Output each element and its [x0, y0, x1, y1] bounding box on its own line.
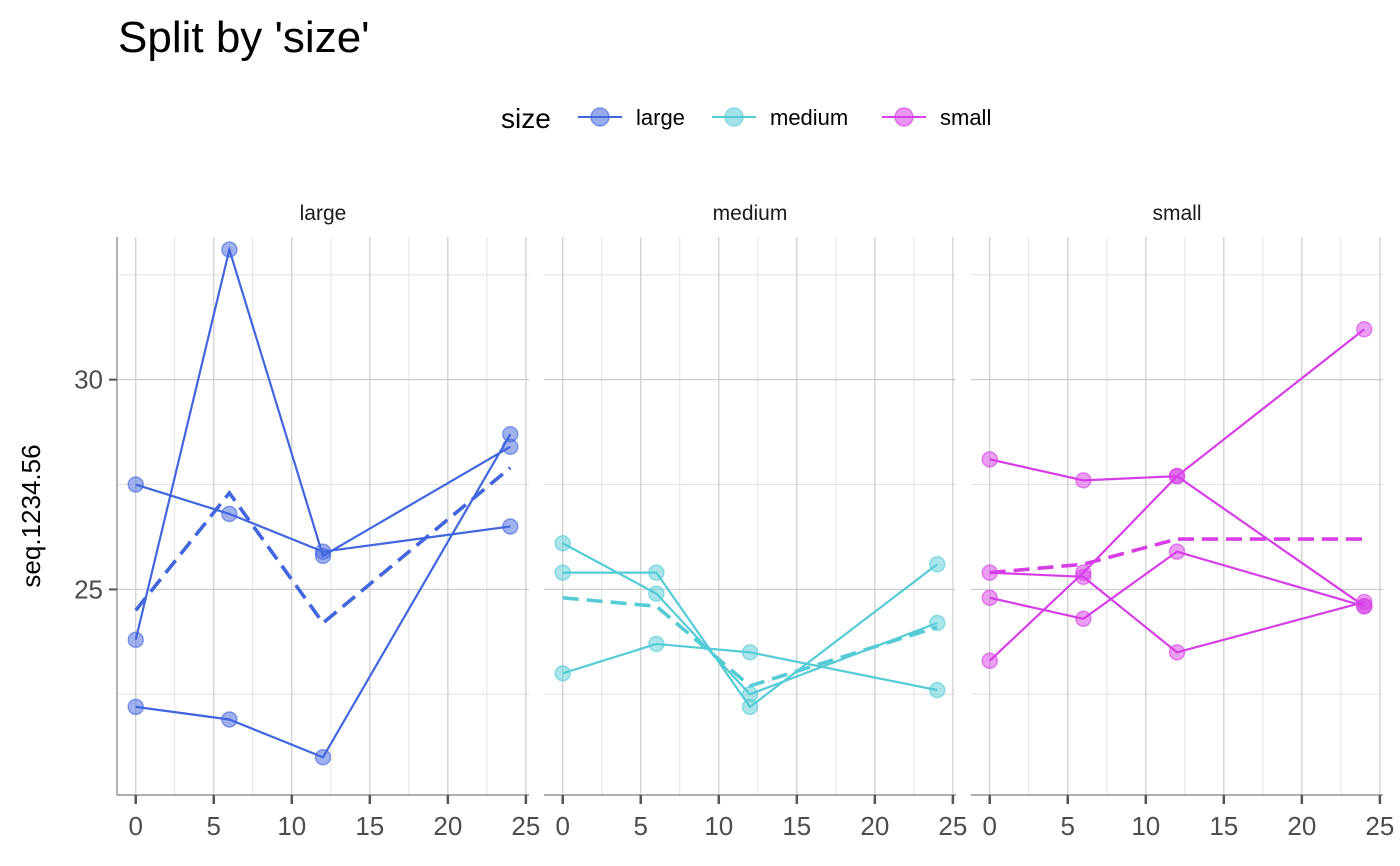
data-point-large-2 — [502, 518, 519, 535]
strip-label-medium: medium — [713, 202, 788, 225]
legend: large medium small — [578, 105, 991, 130]
data-point-large-2 — [127, 476, 144, 493]
x-tick-label: 0 — [982, 811, 996, 841]
strip-label-small: small — [1152, 202, 1201, 225]
x-tick-label: 10 — [1131, 811, 1160, 841]
data-point-large-3 — [221, 711, 238, 728]
data-point-small-4 — [1075, 564, 1092, 581]
mean-line-large — [134, 466, 512, 626]
data-point-small-3 — [1356, 597, 1373, 615]
legend-title: size — [501, 103, 551, 134]
x-tick-label: 20 — [860, 811, 889, 841]
data-point-small-4 — [1356, 321, 1373, 338]
data-point-large-3 — [314, 748, 332, 766]
series-line-large-1 — [134, 245, 511, 641]
data-point-large-3 — [127, 698, 144, 716]
x-tick-label: 20 — [1287, 811, 1316, 841]
x-tick-label: 5 — [634, 811, 648, 841]
series-line-large-3 — [135, 433, 512, 759]
series-line-large-2 — [135, 483, 511, 553]
series-line-medium-1 — [562, 542, 938, 696]
chart-title: Split by 'size' — [118, 13, 370, 62]
data-point-large-3 — [502, 425, 519, 443]
data-point-medium-2 — [554, 564, 571, 581]
y-axis-label: seq.1234.56 — [16, 444, 46, 587]
legend-key-large — [590, 107, 610, 127]
data-point-large-1 — [127, 631, 144, 649]
y-tick-label: 30 — [74, 365, 103, 395]
x-tick-label: 0 — [555, 811, 569, 841]
panel-medium: medium 0 5 10 15 20 25 — [544, 202, 967, 841]
x-tick-label: 5 — [1061, 811, 1075, 841]
x-tick-label: 15 — [782, 811, 811, 841]
strip-label-large: large — [300, 202, 347, 225]
x-tick-label: 5 — [207, 811, 221, 841]
x-tick-label: 10 — [277, 811, 306, 841]
data-point-small-2 — [981, 564, 998, 581]
data-point-medium-1 — [929, 614, 946, 632]
series-line-small-1 — [989, 458, 1365, 608]
mean-line-medium — [562, 596, 938, 688]
x-tick-label: 25 — [1365, 811, 1394, 841]
data-point-large-2 — [221, 505, 238, 523]
legend-item-small: small — [882, 105, 991, 130]
series-line-small-2 — [989, 571, 1365, 654]
data-point-medium-3 — [554, 665, 571, 682]
data-point-large-2 — [314, 543, 332, 560]
data-point-small-4 — [981, 652, 998, 669]
x-tick-label: 15 — [1209, 811, 1238, 841]
legend-key-medium — [724, 107, 744, 127]
x-tick-label: 10 — [704, 811, 733, 841]
data-point-medium-1 — [554, 535, 571, 552]
legend-label-large: large — [636, 105, 685, 130]
series-line-medium-2 — [562, 563, 938, 709]
x-tick-label: 0 — [128, 811, 142, 841]
data-point-medium-3 — [741, 644, 759, 661]
panel-large: large 25 30 0 5 10 15 20 25 — [74, 202, 540, 841]
x-tick-label: 20 — [433, 811, 462, 841]
legend-label-small: small — [940, 105, 991, 130]
data-point-small-3 — [1075, 610, 1092, 628]
data-point-medium-2 — [741, 698, 759, 716]
y-tick-label: 25 — [74, 574, 103, 604]
series-line-small-4 — [988, 328, 1365, 662]
data-point-medium-2 — [648, 564, 665, 581]
data-point-medium-2 — [929, 555, 946, 573]
data-point-medium-3 — [648, 635, 665, 653]
data-point-large-1 — [221, 241, 238, 258]
x-tick-label: 25 — [511, 811, 540, 841]
legend-item-large: large — [578, 105, 685, 130]
data-point-medium-3 — [929, 681, 946, 699]
legend-label-medium: medium — [770, 105, 848, 130]
legend-item-medium: medium — [712, 105, 848, 130]
data-point-small-1 — [981, 451, 998, 468]
legend-key-small — [894, 107, 914, 127]
data-point-small-3 — [1168, 543, 1186, 560]
series-line-small-3 — [989, 550, 1365, 620]
x-tick-label: 25 — [938, 811, 967, 841]
data-point-small-1 — [1075, 472, 1092, 489]
panel-small: small 0 5 10 15 20 25 — [971, 202, 1394, 841]
data-point-small-4 — [1168, 467, 1186, 485]
data-point-small-3 — [981, 589, 998, 607]
data-point-medium-1 — [648, 585, 665, 602]
data-point-small-2 — [1168, 644, 1186, 661]
x-tick-label: 15 — [355, 811, 384, 841]
